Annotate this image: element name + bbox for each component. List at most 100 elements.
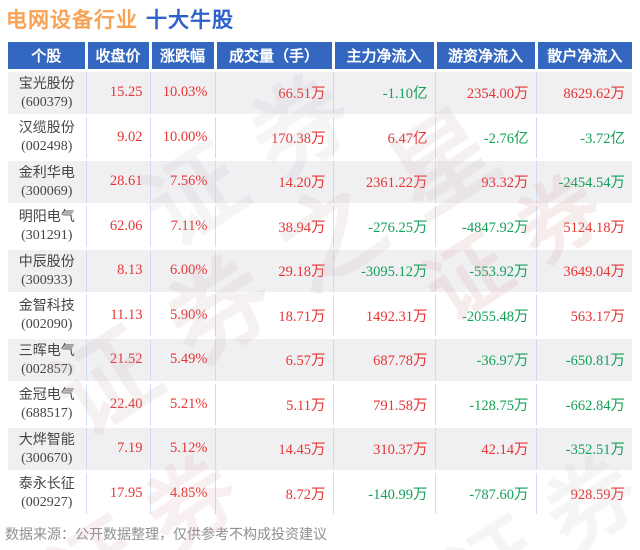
volume-cell: 8.72万 [215,469,334,514]
close-price-cell: 17.95 [86,469,151,514]
hot-money-net-inflow-cell: -787.60万 [435,469,537,514]
main-net-inflow-cell: 6.47亿 [333,113,436,160]
hot-money-net-inflow-cell: -2.76亿 [435,113,537,160]
volume-cell: 170.38万 [215,113,334,160]
hot-money-net-inflow-cell: 93.32万 [435,158,537,204]
stock-name: 大烨智能 [18,430,75,447]
volume-cell: 38.94万 [215,202,334,249]
close-price-cell: 21.52 [86,336,151,382]
stock-name: 金利华电 [18,163,75,180]
stock-code: (301291) [21,228,73,244]
change-pct-cell: 6.00% [150,247,216,293]
main-net-inflow-cell: 791.58万 [333,380,436,427]
stock-name-cell: 汉缆股份 (002498) [8,113,87,160]
stock-name: 泰永长征 [18,475,75,492]
retail-net-inflow-cell: -662.84万 [536,380,632,427]
retail-net-inflow-cell: 563.17万 [536,291,632,338]
column-header: 涨跌幅 [150,42,217,71]
stock-name: 三晖电气 [18,341,75,358]
column-header: 成交量（手） [215,42,335,71]
volume-cell: 18.71万 [215,291,334,338]
stock-code: (300933) [21,272,73,288]
column-header: 游资净流入 [435,42,538,71]
change-pct-cell: 7.11% [150,202,216,249]
retail-net-inflow-cell: -650.81万 [536,336,632,382]
retail-net-inflow-cell: 8629.62万 [536,69,632,115]
data-source-disclaimer: 数据来源：公开数据整理，仅供参考不构成投资建议 [5,526,327,542]
change-pct-cell: 7.56% [150,158,216,204]
retail-net-inflow-cell: 3649.04万 [536,247,632,293]
hot-money-net-inflow-cell: -4847.92万 [435,202,537,249]
stock-name: 金冠电气 [18,386,75,403]
close-price-cell: 8.13 [86,247,151,293]
stock-code: (300670) [21,450,73,466]
column-header: 散户净流入 [536,42,632,71]
stock-name: 中辰股份 [18,252,75,269]
column-header: 收盘价 [86,42,152,71]
stock-code: (600379) [21,94,73,110]
table-row: 三晖电气 (002857) 21.52 5.49% 6.57万 687.78万 -36.97… [8,336,632,382]
stock-name-cell: 三晖电气 (002857) [8,336,87,382]
main-net-inflow-cell: -3095.12万 [333,247,436,293]
change-pct-cell: 10.03% [150,69,216,115]
table-row: 金利华电 (300069) 28.61 7.56% 14.20万 2361.22万 93.3… [8,158,632,204]
top10-stocks-table: 个股 收盘价 涨跌幅 成交量（手） 主力净流入 游资净流入 散户净流入 宝光股份 (60037… [8,42,632,514]
stock-name-cell: 明阳电气 (301291) [8,202,87,249]
stock-name-cell: 金智科技 (002090) [8,291,87,338]
stock-code: (002498) [21,139,73,155]
change-pct-cell: 4.85% [150,469,216,514]
stock-name: 宝光股份 [18,74,75,91]
table-header-row: 个股 收盘价 涨跌幅 成交量（手） 主力净流入 游资净流入 散户净流入 [8,42,632,71]
stock-code: (002090) [21,317,73,333]
table-row: 金智科技 (002090) 11.13 5.90% 18.71万 1492.31万 -205… [8,291,632,338]
close-price-cell: 22.40 [86,380,151,427]
stock-code: (002857) [21,361,73,377]
close-price-cell: 11.13 [86,291,151,338]
change-pct-cell: 10.00% [150,113,216,160]
retail-net-inflow-cell: -352.51万 [536,425,632,471]
main-net-inflow-cell: -276.25万 [333,202,436,249]
column-header: 个股 [8,42,88,71]
retail-net-inflow-cell: 928.59万 [536,469,632,514]
main-net-inflow-cell: 310.37万 [333,425,436,471]
title-industry: 电网设备行业 [6,9,138,32]
column-header: 主力净流入 [333,42,437,71]
retail-net-inflow-cell: 5124.18万 [536,202,632,249]
table-row: 金冠电气 (688517) 22.40 5.21% 5.11万 791.58万 -128.7… [8,380,632,427]
stock-name-cell: 宝光股份 (600379) [8,69,87,115]
close-price-cell: 9.02 [86,113,151,160]
close-price-cell: 62.06 [86,202,151,249]
change-pct-cell: 5.21% [150,380,216,427]
table-row: 中辰股份 (300933) 8.13 6.00% 29.18万 -3095.12万 -553… [8,247,632,293]
stock-name-cell: 泰永长征 (002927) [8,469,87,514]
stock-name-cell: 金冠电气 (688517) [8,380,87,427]
stock-name: 汉缆股份 [18,119,75,136]
volume-cell: 6.57万 [215,336,334,382]
hot-money-net-inflow-cell: -128.75万 [435,380,537,427]
stock-code: (688517) [21,406,73,422]
main-net-inflow-cell: 687.78万 [333,336,436,382]
title-topic: 十大牛股 [146,9,234,32]
stock-name: 金智科技 [18,297,75,314]
main-net-inflow-cell: -140.99万 [333,469,436,514]
stock-code: (300069) [21,183,73,199]
main-net-inflow-cell: 2361.22万 [333,158,436,204]
table-row: 汉缆股份 (002498) 9.02 10.00% 170.38万 6.47亿 -2.76亿… [8,113,632,160]
stock-name-cell: 中辰股份 (300933) [8,247,87,293]
close-price-cell: 15.25 [86,69,151,115]
retail-net-inflow-cell: -2454.54万 [536,158,632,204]
table-row: 明阳电气 (301291) 62.06 7.11% 38.94万 -276.25万 -484… [8,202,632,249]
change-pct-cell: 5.90% [150,291,216,338]
stock-name-cell: 大烨智能 (300670) [8,425,87,471]
main-net-inflow-cell: -1.10亿 [333,69,436,115]
close-price-cell: 28.61 [86,158,151,204]
hot-money-net-inflow-cell: -2055.48万 [435,291,537,338]
volume-cell: 14.20万 [215,158,334,204]
main-net-inflow-cell: 1492.31万 [333,291,436,338]
volume-cell: 14.45万 [215,425,334,471]
hot-money-net-inflow-cell: 2354.00万 [435,69,537,115]
hot-money-net-inflow-cell: -553.92万 [435,247,537,293]
change-pct-cell: 5.12% [150,425,216,471]
retail-net-inflow-cell: -3.72亿 [536,113,632,160]
